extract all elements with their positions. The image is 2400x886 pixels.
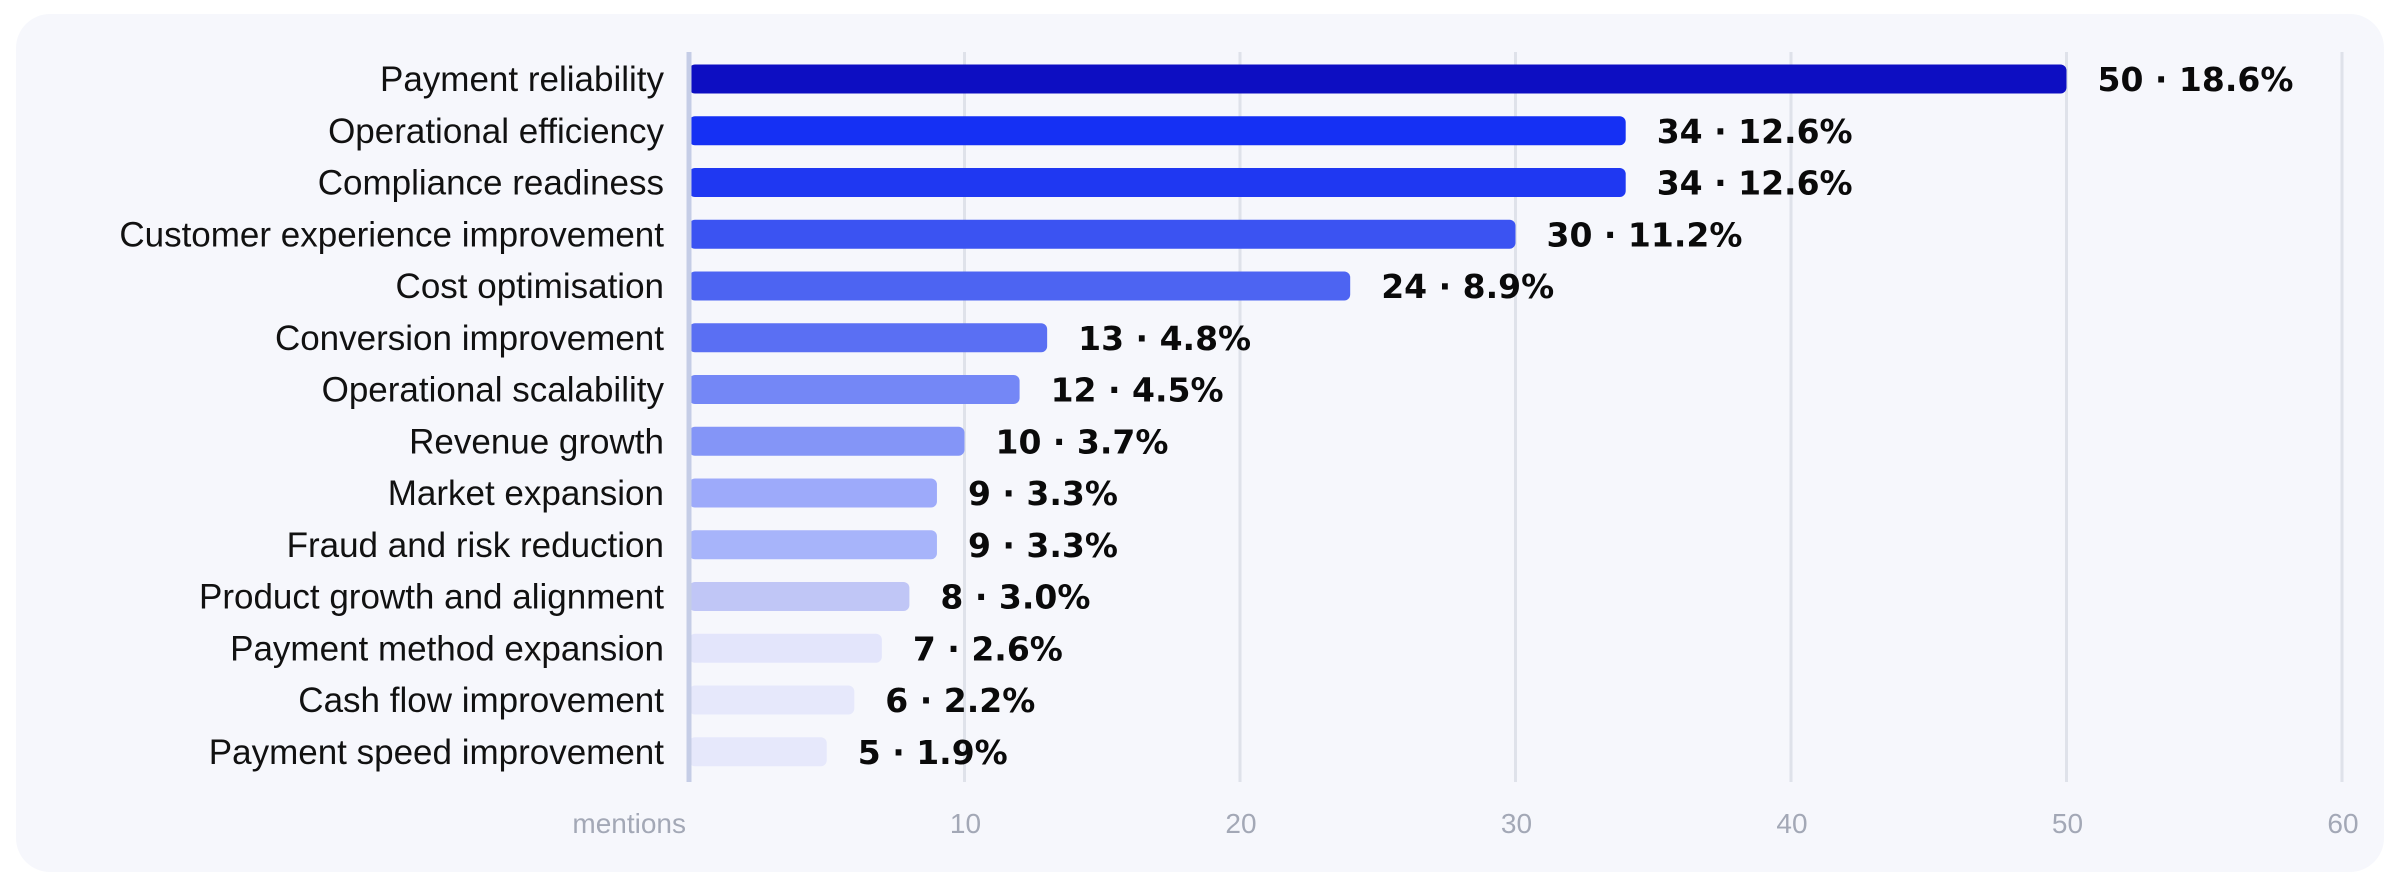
value-label: 9 · 3.3%: [968, 474, 1118, 513]
x-axis-label: mentions: [572, 808, 686, 839]
value-labels: 50 · 18.6% 34 · 12.6% 34 · 12.6% 30 · 11.2%…: [858, 60, 2294, 772]
value-label: 9 · 3.3%: [968, 526, 1118, 565]
value-label: 6 · 2.2%: [885, 681, 1035, 720]
bar: [689, 633, 882, 663]
category-label: Operational scalability: [322, 371, 665, 410]
bar: [689, 426, 965, 456]
category-label: Payment method expansion: [230, 629, 664, 668]
value-label: 30 · 11.2%: [1547, 215, 1743, 254]
gridlines: [963, 52, 2344, 782]
category-label: Conversion improvement: [275, 319, 664, 358]
value-label: 13 · 4.8%: [1078, 319, 1251, 358]
value-label: 5 · 1.9%: [858, 733, 1008, 772]
category-label: Fraud and risk reduction: [287, 526, 664, 565]
category-label: Payment reliability: [380, 60, 664, 99]
category-label: Compliance readiness: [318, 164, 664, 203]
category-label: Product growth and alignment: [199, 578, 664, 617]
bar: [689, 64, 2067, 94]
x-tick-label: 20: [1225, 808, 1256, 839]
bar: [689, 478, 937, 508]
bars: [689, 64, 2067, 767]
value-label: 34 · 12.6%: [1657, 112, 1853, 151]
category-label: Payment speed improvement: [209, 733, 664, 772]
x-axis-ticks: 10 20 30 40 50 60: [950, 808, 2359, 839]
bar: [689, 685, 855, 715]
value-label: 7 · 2.6%: [913, 629, 1063, 668]
chart-card: [16, 14, 2384, 872]
value-label: 24 · 8.9%: [1381, 267, 1554, 306]
category-labels: Payment reliability Operational efficienc…: [119, 60, 664, 772]
value-label: 50 · 18.6%: [2098, 60, 2294, 99]
category-label: Cost optimisation: [396, 267, 664, 306]
category-label: Market expansion: [388, 474, 664, 513]
bar: [689, 219, 1516, 249]
value-label: 34 · 12.6%: [1657, 164, 1853, 203]
x-tick-label: 60: [2327, 808, 2358, 839]
x-tick-label: 50: [2052, 808, 2083, 839]
value-label: 8 · 3.0%: [940, 578, 1090, 617]
x-tick-label: 40: [1776, 808, 1807, 839]
bar: [689, 737, 827, 767]
category-label: Operational efficiency: [328, 112, 664, 151]
category-label: Customer experience improvement: [119, 215, 664, 254]
x-tick-label: 30: [1501, 808, 1532, 839]
bar: [689, 530, 937, 560]
x-tick-label: 10: [950, 808, 981, 839]
bar: [689, 582, 910, 611]
value-label: 12 · 4.5%: [1051, 371, 1224, 410]
category-label: Revenue growth: [409, 422, 664, 461]
bar: [689, 375, 1020, 404]
bar: [689, 168, 1626, 197]
bar: [689, 116, 1626, 146]
bar: [689, 271, 1351, 301]
category-label: Cash flow improvement: [298, 681, 664, 720]
value-label: 10 · 3.7%: [996, 422, 1169, 461]
bar: [689, 323, 1048, 353]
